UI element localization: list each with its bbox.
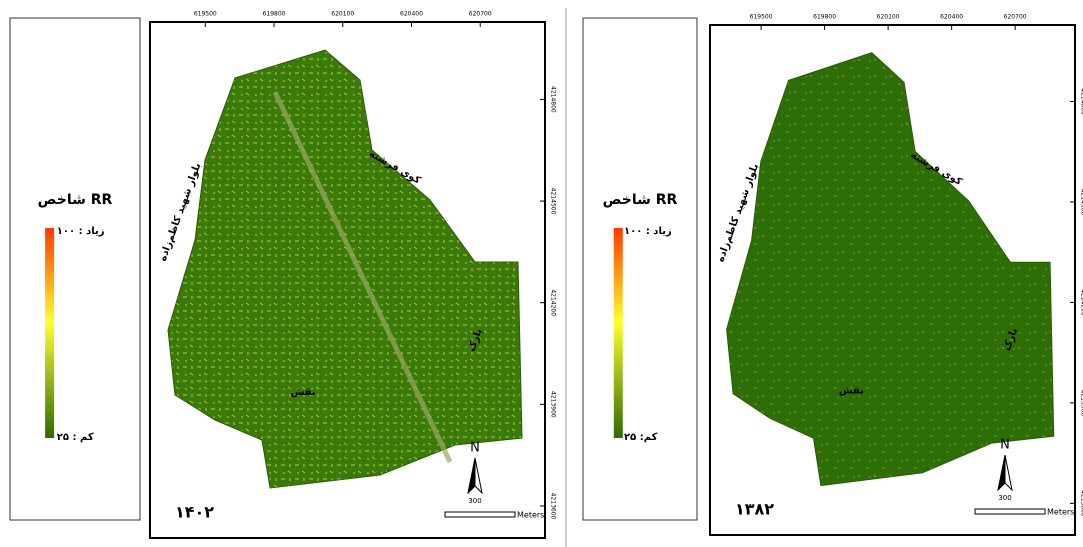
year-label: ۱۳۸۲: [735, 500, 774, 519]
legend-box: [10, 18, 140, 520]
legend-title: شاخص RR: [38, 192, 113, 208]
y-tick-label: 4213600: [550, 493, 557, 520]
y-tick-label: 4214800: [1080, 88, 1083, 115]
year-label: ۱۴۰۲: [175, 503, 214, 522]
y-tick-label: 4214500: [550, 188, 557, 215]
scale-unit: Meters: [1047, 508, 1074, 517]
y-tick-label: 4214200: [550, 289, 557, 316]
scale-unit: Meters: [517, 511, 544, 520]
legend-box: [583, 18, 697, 520]
map-figure: شاخص RR زیاد : ۱۰۰ کم : ۲۵ 619500 619800 6201…: [0, 0, 1083, 547]
y-tick-label: 4214500: [1080, 189, 1083, 216]
legend-low: کم : ۲۵: [57, 432, 94, 443]
legend-low: کم: ۲۵: [624, 432, 658, 443]
x-tick-label: 619500: [750, 14, 773, 21]
x-tick-label: 620400: [400, 11, 423, 18]
scale-bar: [445, 512, 515, 517]
legend-high: زیاد : ۱۰۰: [624, 226, 672, 237]
y-tick-label: 4213900: [550, 391, 557, 418]
x-tick-label: 620100: [877, 14, 900, 21]
x-tick-label: 620100: [331, 11, 354, 18]
legend-ramp: [45, 228, 54, 438]
scale-number: 300: [468, 497, 481, 505]
x-tick-label: 620700: [469, 11, 492, 18]
legend-high: زیاد : ۱۰۰: [57, 226, 105, 237]
x-tick-label: 619800: [813, 14, 836, 21]
y-tick-label: 4213600: [1080, 490, 1083, 517]
y-tick-label: 4214800: [550, 86, 557, 113]
y-tick-label: 4214200: [1080, 289, 1083, 316]
north-label: N: [470, 441, 480, 456]
x-tick-label: 619500: [194, 11, 217, 18]
scale-bar: [975, 509, 1045, 514]
y-tick-label: 4213900: [1080, 390, 1083, 417]
x-tick-label: 620700: [1004, 14, 1027, 21]
legend-title: شاخص RR: [603, 192, 678, 208]
spot-label: نقش: [290, 387, 315, 398]
spot-label: نقش: [839, 386, 864, 397]
scale-number: 300: [998, 494, 1011, 502]
x-tick-label: 620400: [940, 14, 963, 21]
north-label: N: [1000, 438, 1010, 453]
x-tick-label: 619800: [263, 11, 286, 18]
legend-ramp: [614, 228, 623, 438]
